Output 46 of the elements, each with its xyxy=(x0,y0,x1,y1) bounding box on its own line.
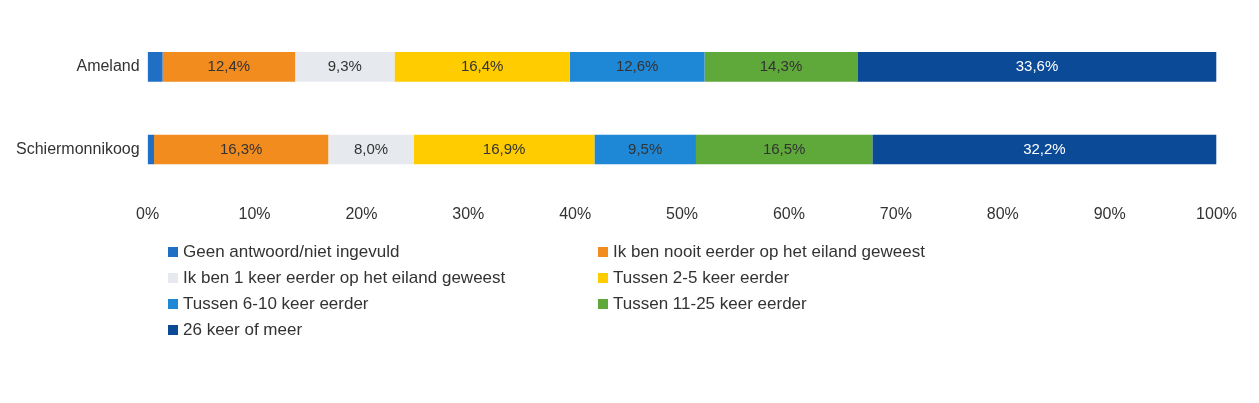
x-tick-label: 30% xyxy=(452,204,485,222)
data-label: 12,4% xyxy=(207,57,251,75)
data-label: 8,0% xyxy=(353,139,389,157)
bar xyxy=(413,134,595,165)
data-label: 16,5% xyxy=(762,139,806,157)
bar xyxy=(328,134,414,165)
legend-label: Tussen 2-5 keer eerder xyxy=(613,268,790,288)
bar xyxy=(154,134,329,165)
x-tick-label: 10% xyxy=(238,204,271,222)
bar xyxy=(704,52,858,82)
x-tick-label: 40% xyxy=(559,204,592,222)
x-tick-label: 0% xyxy=(136,204,160,222)
legend-label: Ik ben nooit eerder op het eiland geweest xyxy=(613,242,925,262)
data-label: 12,6% xyxy=(615,57,659,75)
legend-label: 26 keer of meer xyxy=(183,320,303,340)
data-label: 16,9% xyxy=(482,139,526,157)
legend-label: Tussen 11-25 keer eerder xyxy=(613,294,807,314)
data-label: 16,3% xyxy=(219,139,263,157)
legend-label: Ik ben 1 keer eerder op het eiland geweest xyxy=(183,268,506,288)
legend-label: Geen antwoord/niet ingevuld xyxy=(183,242,400,262)
y-tick-label: Ameland xyxy=(76,57,140,75)
data-label: 16,4% xyxy=(460,57,504,75)
x-tick-label: 100% xyxy=(1196,204,1237,222)
data-label: 33,6% xyxy=(1015,57,1059,75)
bar xyxy=(872,134,1217,165)
data-label: 14,3% xyxy=(759,57,803,75)
bar xyxy=(394,52,570,82)
x-tick-label: 70% xyxy=(879,204,912,222)
y-tick-label: Schiermonnikoog xyxy=(16,139,140,157)
x-tick-label: 90% xyxy=(1093,204,1126,222)
x-tick-label: 50% xyxy=(666,204,699,222)
bar xyxy=(569,52,705,82)
bar xyxy=(162,52,296,82)
legend-label: Tussen 6-10 keer eerder xyxy=(183,294,369,314)
bar xyxy=(295,52,395,82)
bar xyxy=(147,134,155,165)
x-tick-label: 60% xyxy=(772,204,805,222)
bar xyxy=(857,52,1217,82)
data-label: 9,3% xyxy=(327,57,362,75)
x-tick-label: 80% xyxy=(986,204,1019,222)
x-tick-label: 20% xyxy=(345,204,378,222)
bar xyxy=(695,134,873,165)
data-label: 32,2% xyxy=(1023,139,1066,157)
bar xyxy=(147,52,163,82)
data-label: 9,5% xyxy=(628,139,663,157)
bar xyxy=(594,134,696,165)
